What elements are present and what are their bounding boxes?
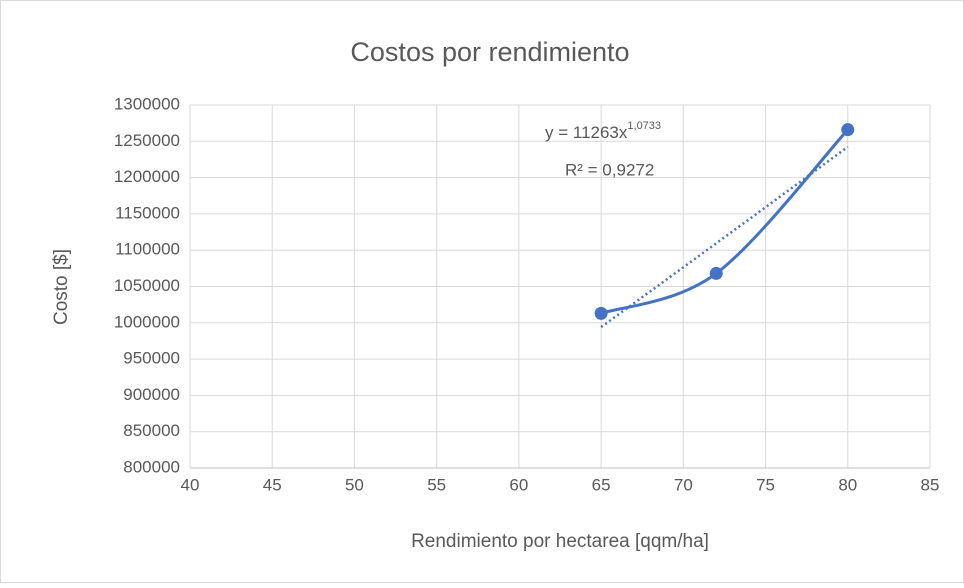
data-point bbox=[709, 266, 723, 280]
y-tick-label: 950000 bbox=[123, 349, 180, 368]
y-tick-label: 800000 bbox=[123, 457, 180, 476]
y-tick-label: 1300000 bbox=[114, 94, 180, 113]
y-tick-label: 1150000 bbox=[115, 203, 180, 222]
y-tick-label: 1100000 bbox=[115, 240, 180, 259]
y-tick-label: 1000000 bbox=[114, 312, 180, 331]
y-axis-title: Costo [$] bbox=[51, 249, 72, 325]
x-tick-label: 85 bbox=[921, 475, 940, 494]
x-tick-label: 50 bbox=[345, 475, 364, 494]
y-tick-label: 1050000 bbox=[114, 276, 180, 295]
x-tick-label: 45 bbox=[263, 475, 282, 494]
y-tick-label: 1200000 bbox=[114, 167, 180, 186]
data-point bbox=[594, 306, 608, 320]
equation-exponent: 1,0733 bbox=[627, 120, 661, 132]
y-tick-label: 900000 bbox=[123, 385, 180, 404]
marks bbox=[594, 123, 855, 329]
x-tick-label: 75 bbox=[756, 475, 775, 494]
x-tick-label: 55 bbox=[427, 475, 446, 494]
equation-text: y = 11263x bbox=[545, 123, 628, 142]
data-point bbox=[841, 123, 855, 137]
r-squared: R² = 0,9272 bbox=[565, 160, 654, 179]
y-tick-label: 1250000 bbox=[114, 131, 180, 150]
x-tick-label: 80 bbox=[838, 475, 857, 494]
trendline bbox=[600, 145, 849, 329]
x-axis-title: Rendimiento por hectarea [qqm/ha] bbox=[411, 531, 709, 552]
x-tick-label: 60 bbox=[509, 475, 528, 494]
x-tick-label: 40 bbox=[181, 475, 200, 494]
chart-title: Costos por rendimiento bbox=[350, 37, 629, 67]
x-tick-label: 70 bbox=[674, 475, 693, 494]
y-tick-label: 850000 bbox=[123, 421, 180, 440]
trend-equation: y = 11263x1,0733 bbox=[545, 120, 661, 143]
grid bbox=[189, 104, 931, 469]
x-tick-label: 65 bbox=[592, 475, 611, 494]
